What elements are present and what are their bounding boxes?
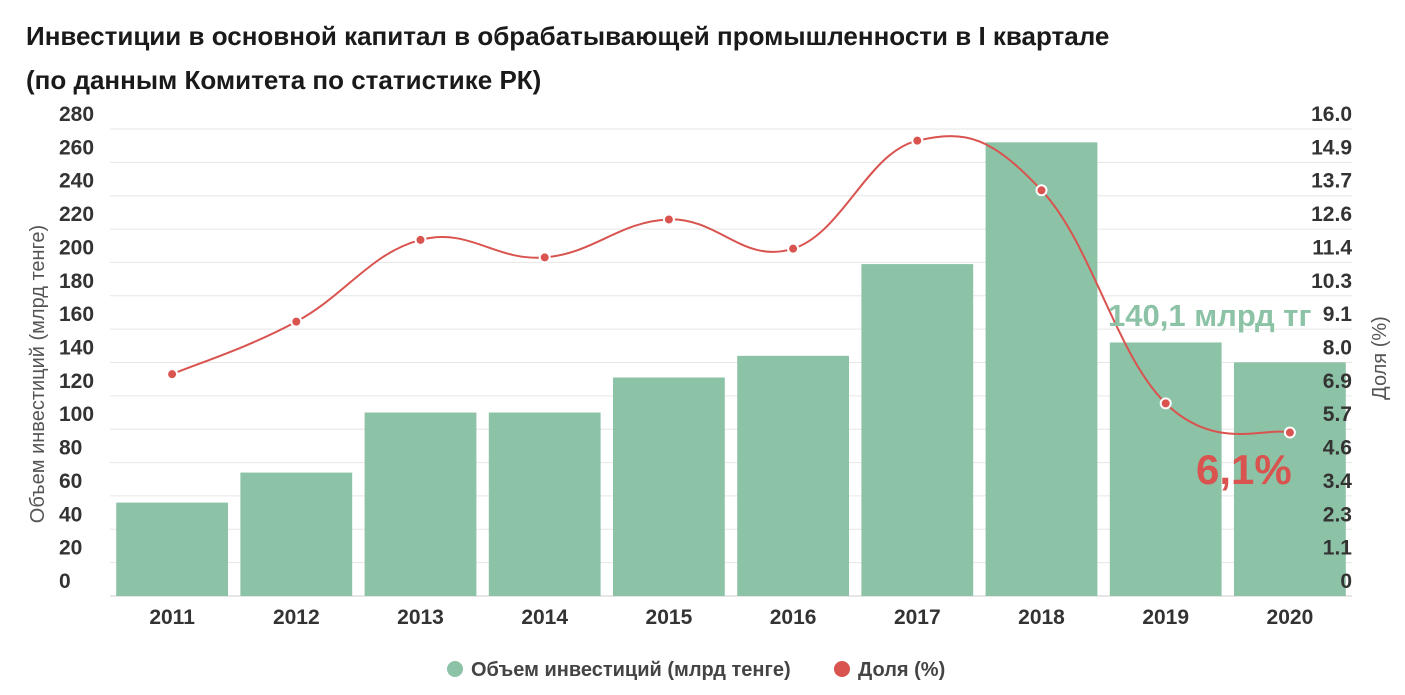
legend-swatch-investments: [447, 661, 463, 677]
right-tick-label: 6.9: [1323, 370, 1352, 393]
right-tick-label: 16.0: [1311, 103, 1352, 126]
line-point-2017: [911, 134, 924, 147]
line-series: [166, 134, 1296, 439]
right-tick-label: 1.1: [1323, 537, 1353, 560]
left-tick-label: 80: [59, 437, 82, 460]
share-line: [171, 135, 1291, 435]
right-tick-label: 0: [1340, 570, 1352, 593]
x-tick-label: 2019: [1142, 606, 1189, 629]
bar-2018: [985, 142, 1098, 597]
left-tick-label: 0: [59, 570, 71, 593]
annotation-bar-value: 140,1 млрд тг: [1108, 298, 1311, 333]
right-tick-label: 2.3: [1323, 503, 1352, 526]
x-axis-ticks: 2011 2012 2013 2014 2015 2016 2017 2018 2019 2020: [149, 606, 1313, 629]
x-tick-label: 2015: [646, 606, 693, 629]
left-tick-label: 140: [59, 337, 94, 360]
x-tick-label: 2018: [1018, 606, 1065, 629]
left-tick-label: 20: [59, 537, 82, 560]
left-tick-label: 220: [59, 203, 94, 226]
bar-2020: [1234, 362, 1346, 596]
annotation-line-value: 6,1%: [1196, 446, 1292, 493]
line-point-2020: [1283, 426, 1296, 439]
x-tick-label: 2016: [770, 606, 817, 629]
bar-2012: [240, 472, 353, 596]
bar-series: [116, 142, 1346, 597]
bar-2013: [364, 412, 477, 596]
legend-swatch-share: [834, 661, 850, 677]
right-tick-label: 13.7: [1311, 170, 1352, 193]
line-point-2019: [1159, 397, 1172, 410]
x-tick-label: 2017: [894, 606, 941, 629]
left-tick-label: 120: [59, 370, 94, 393]
bar-2017: [861, 264, 974, 596]
right-tick-label: 11.4: [1312, 236, 1352, 259]
right-tick-label: 10.3: [1311, 270, 1352, 293]
line-point-2013: [414, 233, 427, 246]
right-tick-label: 8.0: [1323, 337, 1352, 360]
x-tick-label: 2012: [273, 606, 320, 629]
x-tick-label: 2014: [521, 606, 568, 629]
line-point-2016: [787, 242, 800, 255]
legend: Объем инвестиций (млрд тенге) Доля (%): [447, 659, 945, 681]
x-tick-label: 2020: [1267, 606, 1314, 629]
bar-2016: [737, 355, 849, 596]
bar-2011: [116, 502, 228, 596]
x-tick-label: 2013: [397, 606, 444, 629]
line-point-2014: [538, 251, 551, 264]
right-axis-ticks: 0 1.1 2.3 3.4 4.6 5.7 6.9 8.0 9.1 10.3 11.4 12.6 13.…: [1311, 103, 1352, 593]
x-tick-label: 2011: [149, 606, 195, 629]
right-tick-label: 14.9: [1311, 136, 1352, 159]
bar-2015: [613, 377, 725, 596]
left-tick-label: 280: [59, 103, 94, 126]
right-tick-label: 4.6: [1323, 437, 1352, 460]
left-tick-label: 180: [59, 270, 94, 293]
right-axis-title: Доля (%): [1369, 316, 1391, 400]
left-tick-label: 60: [59, 470, 82, 493]
left-tick-label: 40: [59, 503, 82, 526]
left-tick-label: 260: [59, 136, 94, 159]
right-tick-label: 9.1: [1323, 303, 1353, 326]
left-tick-label: 200: [59, 236, 94, 259]
legend-label-share: Доля (%): [858, 659, 945, 681]
bar-2014: [488, 412, 601, 596]
legend-label-investments: Объем инвестиций (млрд тенге): [471, 659, 791, 681]
right-tick-label: 12.6: [1311, 203, 1352, 226]
left-tick-label: 100: [59, 403, 94, 426]
chart-title-line-1: Инвестиции в основной капитал в обрабаты…: [26, 21, 1110, 51]
left-tick-label: 160: [59, 303, 94, 326]
line-point-2012: [290, 315, 303, 328]
chart-title-line-2: (по данным Комитета по статистике РК): [26, 65, 542, 95]
right-tick-label: 5.7: [1323, 403, 1352, 426]
line-point-2011: [166, 368, 179, 381]
left-tick-label: 240: [59, 170, 94, 193]
line-point-2018: [1035, 184, 1048, 197]
right-tick-label: 3.4: [1323, 470, 1353, 493]
bar-2019: [1109, 342, 1222, 596]
left-axis-title: Объем инвестиций (млрд тенге): [27, 225, 49, 523]
left-axis-ticks: 0 20 40 60 80 100 120 140 160 180 200 220 240 260 280: [59, 103, 94, 593]
line-point-2015: [662, 213, 675, 226]
chart-title: Инвестиции в основной капитал в обрабаты…: [26, 14, 1386, 102]
